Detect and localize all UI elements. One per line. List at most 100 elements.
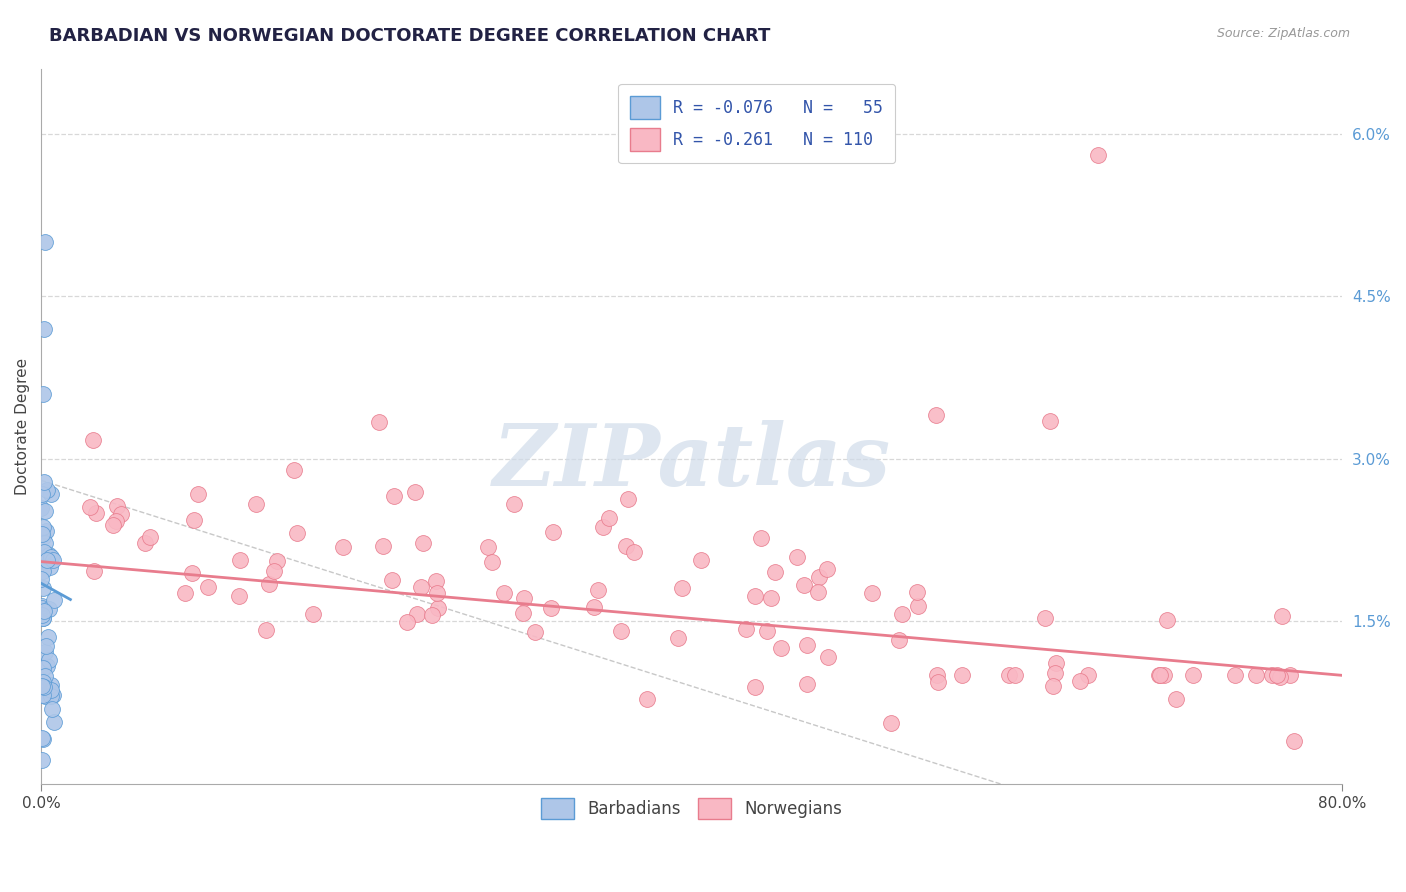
Point — [411, 580, 433, 594]
Point — [30, 500, 52, 515]
Point — [31, 581, 53, 595]
Point — [427, 601, 450, 615]
Point — [763, 565, 786, 579]
Point — [32, 321, 55, 335]
Point — [368, 415, 391, 429]
Point — [1268, 669, 1291, 683]
Point — [671, 582, 693, 596]
Point — [755, 624, 778, 638]
Point — [254, 624, 277, 638]
Point — [889, 633, 911, 648]
Point — [31, 601, 53, 615]
Point — [1069, 673, 1091, 688]
Point — [1156, 613, 1178, 627]
Point — [34, 504, 56, 518]
Point — [32, 564, 55, 578]
Point — [927, 675, 949, 690]
Point — [598, 510, 620, 524]
Point — [807, 585, 830, 599]
Point — [32, 611, 55, 625]
Point — [1278, 668, 1301, 682]
Point — [283, 463, 305, 477]
Point — [1077, 668, 1099, 682]
Point — [31, 527, 53, 541]
Text: ZIPatlas: ZIPatlas — [492, 420, 891, 504]
Point — [41, 683, 63, 698]
Point — [636, 692, 658, 706]
Point — [425, 574, 447, 588]
Point — [285, 525, 308, 540]
Point — [39, 689, 62, 703]
Point — [332, 541, 354, 555]
Point — [32, 475, 55, 489]
Point — [512, 606, 534, 620]
Text: BARBADIAN VS NORWEGIAN DOCTORATE DEGREE CORRELATION CHART: BARBADIAN VS NORWEGIAN DOCTORATE DEGREE … — [49, 27, 770, 45]
Point — [37, 630, 59, 644]
Point — [420, 607, 443, 622]
Point — [263, 564, 285, 578]
Point — [477, 540, 499, 554]
Point — [31, 731, 53, 746]
Point — [759, 591, 782, 606]
Point — [266, 554, 288, 568]
Point — [406, 607, 429, 621]
Point — [1261, 668, 1284, 682]
Point — [31, 688, 53, 702]
Point — [38, 559, 60, 574]
Point — [925, 409, 948, 423]
Point — [34, 644, 56, 658]
Point — [32, 674, 55, 689]
Point — [583, 599, 606, 614]
Point — [907, 599, 929, 613]
Point — [412, 536, 434, 550]
Point — [808, 570, 831, 584]
Legend: Barbadians, Norwegians: Barbadians, Norwegians — [534, 792, 849, 825]
Point — [32, 677, 55, 691]
Point — [1004, 668, 1026, 682]
Point — [1045, 665, 1067, 680]
Point — [796, 638, 818, 652]
Point — [744, 680, 766, 694]
Point — [35, 639, 58, 653]
Point — [617, 492, 640, 507]
Point — [786, 549, 808, 564]
Point — [32, 661, 55, 675]
Point — [395, 615, 418, 630]
Point — [31, 680, 53, 694]
Point — [592, 520, 614, 534]
Point — [382, 489, 405, 503]
Point — [425, 586, 447, 600]
Point — [35, 553, 58, 567]
Point — [30, 573, 52, 587]
Point — [734, 622, 756, 636]
Point — [1166, 692, 1188, 706]
Point — [609, 624, 631, 638]
Point — [34, 604, 56, 618]
Point — [105, 500, 128, 514]
Point — [32, 530, 55, 544]
Point — [39, 684, 62, 698]
Point — [588, 583, 610, 598]
Point — [197, 581, 219, 595]
Point — [39, 487, 62, 501]
Point — [744, 589, 766, 603]
Point — [42, 688, 65, 702]
Point — [245, 497, 267, 511]
Point — [134, 535, 156, 549]
Point — [1042, 679, 1064, 693]
Point — [769, 640, 792, 655]
Point — [796, 677, 818, 691]
Point — [31, 608, 53, 623]
Point — [543, 525, 565, 540]
Point — [689, 553, 711, 567]
Point — [41, 553, 63, 567]
Point — [1033, 611, 1056, 625]
Point — [950, 668, 973, 682]
Point — [31, 753, 53, 767]
Point — [31, 599, 53, 614]
Point — [997, 668, 1019, 682]
Point — [502, 497, 524, 511]
Point — [1265, 668, 1288, 682]
Point — [34, 669, 56, 683]
Point — [229, 553, 252, 567]
